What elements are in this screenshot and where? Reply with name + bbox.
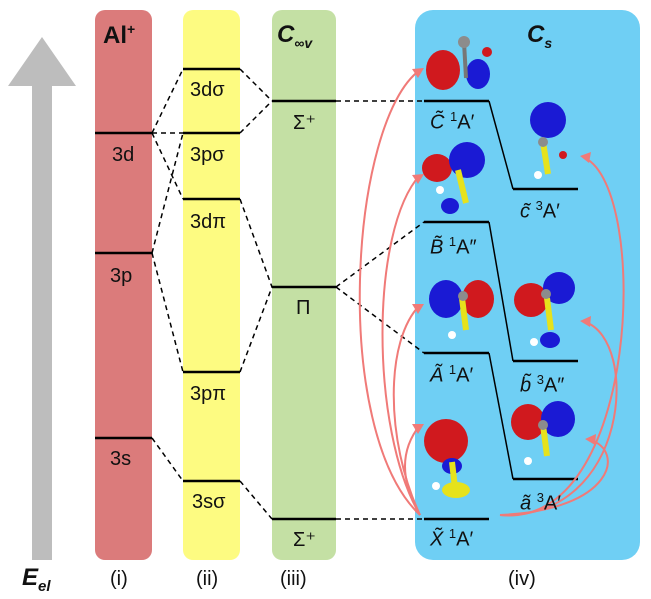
label-b-triplet: b̃ 3A″ <box>520 372 565 397</box>
label-c-triplet: c̃ 3A′ <box>520 198 560 223</box>
bottom-label-iv: (iv) <box>508 568 536 590</box>
label-3dsigma: 3dσ <box>190 79 225 101</box>
bottom-label-ii: (ii) <box>196 568 219 590</box>
label-3dpi: 3dπ <box>190 211 227 233</box>
correlation-lines <box>151 68 425 520</box>
bottom-label-iii: (iii) <box>280 568 307 590</box>
orbital-c-triplet <box>530 102 567 179</box>
label-a-triplet: ã 3A′ <box>520 490 562 515</box>
label-3ppi: 3pπ <box>190 383 227 405</box>
orbital-B-singlet <box>422 142 485 214</box>
al-ion-title: Al+ <box>103 21 136 49</box>
label-sigma-lower: Σ⁺ <box>293 529 316 551</box>
label-sigma-upper: Σ⁺ <box>293 112 316 134</box>
cinfv-title: C∞v <box>277 21 313 51</box>
singlet-triplet-connectors <box>488 100 514 480</box>
label-3s: 3s <box>110 448 132 470</box>
bottom-label-i: (i) <box>110 568 128 590</box>
label-3d: 3d <box>112 144 135 166</box>
orbital-a-triplet <box>511 401 575 465</box>
orbital-b-triplet <box>514 272 575 348</box>
label-3p: 3p <box>110 265 133 287</box>
cs-title: Cs <box>527 21 553 51</box>
energy-label: Eel <box>22 564 51 595</box>
column-orbitals <box>183 10 240 560</box>
energy-arrow <box>8 37 76 560</box>
orbital-A-singlet <box>429 280 494 339</box>
label-A-singlet: Ã 1A′ <box>430 362 474 387</box>
orbital-C-singlet <box>426 36 492 90</box>
arrow-heads <box>412 68 596 445</box>
orbital-X-singlet <box>424 419 470 498</box>
column-al-ion <box>95 10 152 560</box>
label-C-singlet: C̃ 1A′ <box>430 109 475 134</box>
label-3psigma: 3pσ <box>190 144 225 166</box>
label-X-singlet: X̃ 1A′ <box>430 526 474 551</box>
label-B-singlet: B̃ 1A″ <box>430 234 477 259</box>
label-pi: Π <box>296 297 311 319</box>
transition-arrows <box>358 69 625 517</box>
label-3ssigma: 3sσ <box>192 491 226 513</box>
